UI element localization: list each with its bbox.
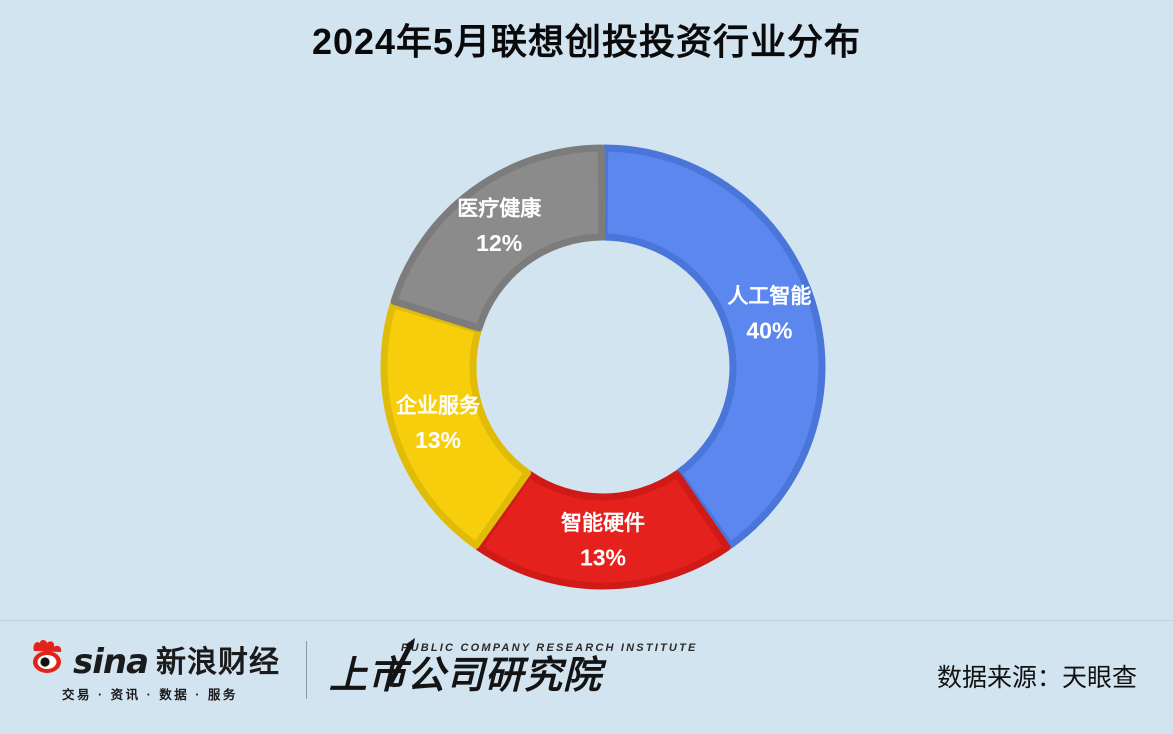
data-source-label: 数据来源：天眼查 xyxy=(936,664,1137,692)
slice-percent-label: 40% xyxy=(746,318,792,344)
donut-slice[interactable] xyxy=(475,470,731,590)
donut-slice[interactable] xyxy=(600,144,826,549)
sina-finance-logo: sina 新浪财经 交易 · 资讯 · 数据 · 服务 xyxy=(28,637,280,703)
research-institute-chinese-wrap: 上市公司研究院 xyxy=(329,638,697,698)
donut-chart: 人工智能 40% 智能硬件 13% 企业服务 13% 医疗健康 12% xyxy=(0,70,1173,620)
research-institute-logo: PUBLIC COMPANY RESEARCH INSTITUTE 上市公司研究… xyxy=(329,637,697,703)
sina-logo-row: sina 新浪财经 xyxy=(28,637,280,679)
slice-name-label: 人工智能 xyxy=(727,284,811,308)
donut-slice[interactable] xyxy=(390,144,606,332)
donut-slice[interactable] xyxy=(380,301,532,549)
sina-eye-icon xyxy=(28,639,70,679)
donut-chart-svg: 人工智能 40% 智能硬件 13% 企业服务 13% 医疗健康 12% xyxy=(380,144,826,590)
page-title: 2024年5月联想创投投资行业分布 xyxy=(311,21,862,62)
slice-name-label: 智能硬件 xyxy=(561,511,645,535)
slice-name-label: 企业服务 xyxy=(395,393,481,417)
footer: sina 新浪财经 交易 · 资讯 · 数据 · 服务 PUBLIC COMPA… xyxy=(0,620,1173,734)
footer-divider xyxy=(0,620,1173,621)
slice-name-label: 医疗健康 xyxy=(457,196,542,220)
donut-slices xyxy=(380,144,826,590)
slice-percent-label: 13% xyxy=(415,427,461,453)
brand-divider xyxy=(306,641,308,699)
brand-logos: sina 新浪财经 交易 · 资讯 · 数据 · 服务 PUBLIC COMPA… xyxy=(28,634,698,706)
slice-percent-label: 12% xyxy=(476,230,522,256)
sina-logo-wordmark: sina xyxy=(73,642,149,682)
research-institute-english: PUBLIC COMPANY RESEARCH INSTITUTE xyxy=(401,642,698,654)
research-institute-chinese: 上市公司研究院 xyxy=(329,655,603,697)
sina-logo-tagline: 交易 · 资讯 · 数据 · 服务 xyxy=(62,688,238,702)
donut-slice-labels: 人工智能 40% 智能硬件 13% 企业服务 13% 医疗健康 12% xyxy=(395,196,811,570)
sina-logo-chinese: 新浪财经 xyxy=(156,646,281,679)
slice-percent-label: 13% xyxy=(580,545,626,571)
